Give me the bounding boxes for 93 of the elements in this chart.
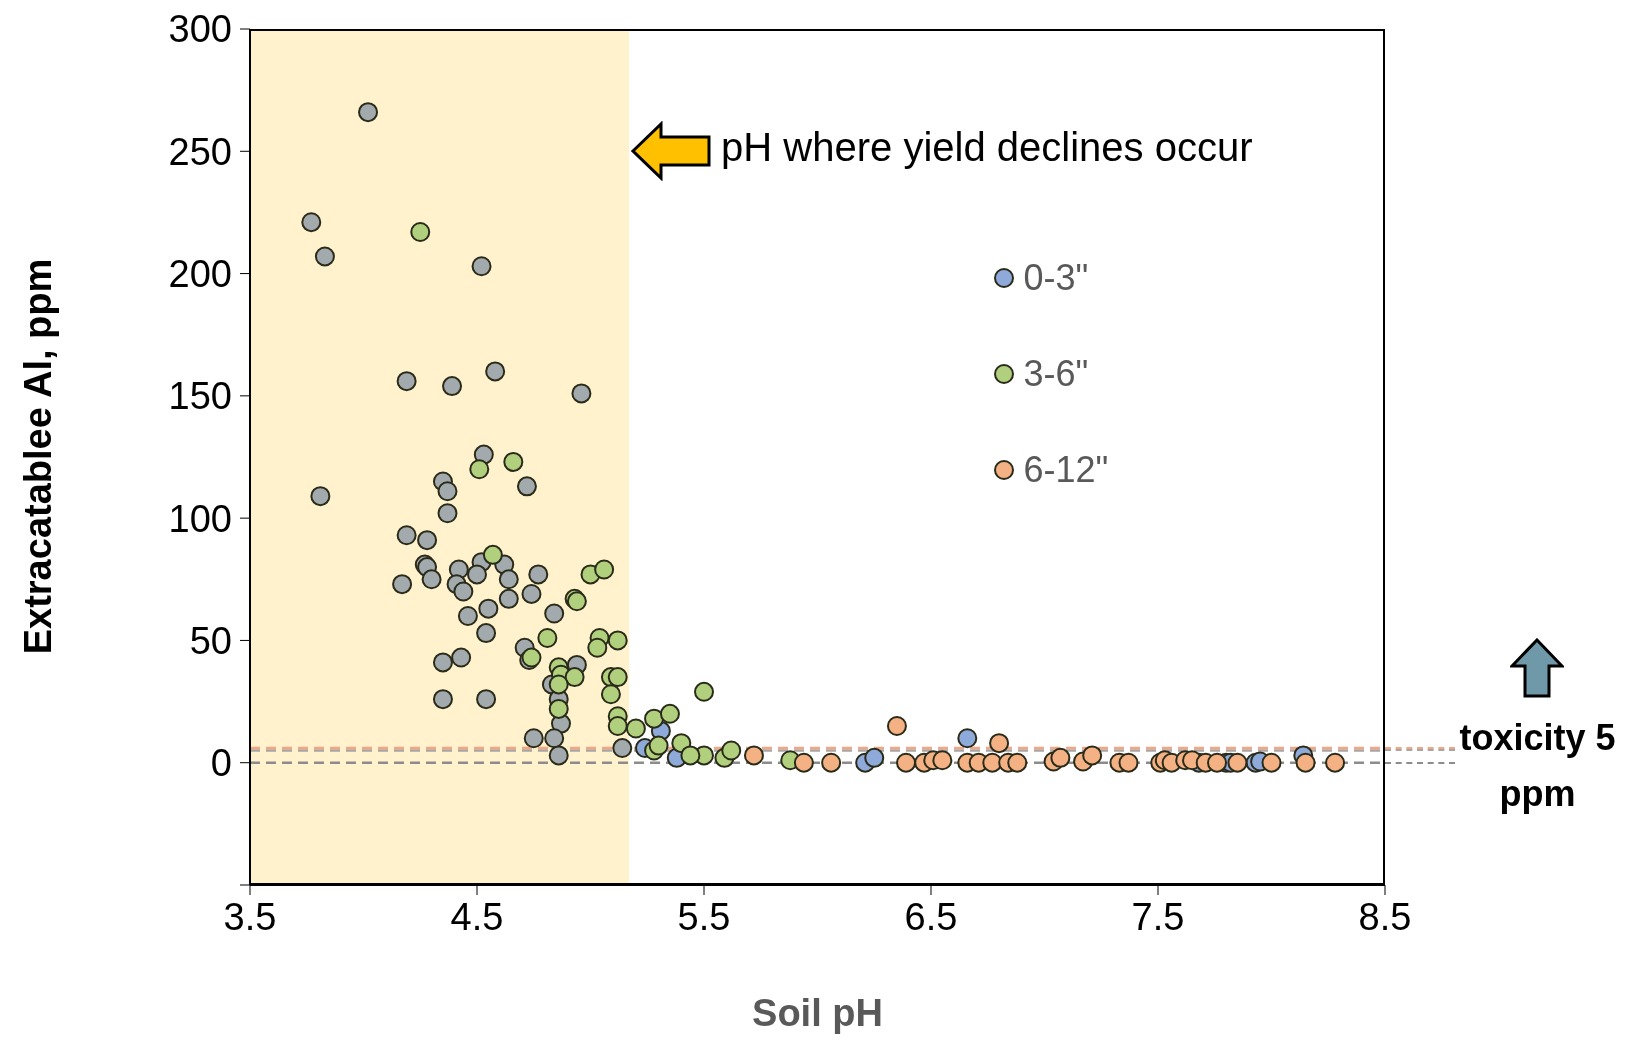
point <box>886 716 907 737</box>
point <box>358 102 379 123</box>
point <box>821 752 842 773</box>
x-tick-label: 3.5 <box>223 895 277 938</box>
point <box>396 525 417 546</box>
point <box>989 733 1010 754</box>
point <box>1325 752 1346 773</box>
point <box>587 637 608 658</box>
point <box>600 684 621 705</box>
point <box>516 476 537 497</box>
y-tick-label: 300 <box>168 8 232 51</box>
y-tick-label: 100 <box>168 497 232 540</box>
point <box>932 750 953 771</box>
x-tick-label: 8.5 <box>1358 895 1412 938</box>
point <box>417 530 438 551</box>
point <box>310 486 331 507</box>
point <box>471 256 492 277</box>
point <box>544 728 565 749</box>
point <box>548 698 569 719</box>
point <box>1082 745 1103 766</box>
point <box>451 647 472 668</box>
x-tick-label: 5.5 <box>677 895 731 938</box>
point <box>644 708 665 729</box>
point <box>432 689 453 710</box>
point <box>957 728 978 749</box>
point <box>478 598 499 619</box>
point <box>1261 752 1282 773</box>
legend-label: 0-3" <box>1023 257 1089 300</box>
point <box>864 747 885 768</box>
y-tick-label: 0 <box>210 742 232 785</box>
point <box>793 752 814 773</box>
point <box>469 459 490 480</box>
point <box>528 564 549 585</box>
point <box>314 246 335 267</box>
point <box>607 667 628 688</box>
y-tick-label: 50 <box>189 619 232 662</box>
y-tick-label: 200 <box>168 253 232 296</box>
point <box>301 212 322 233</box>
y-tick-label: 150 <box>168 375 232 418</box>
point <box>1007 752 1028 773</box>
point <box>694 681 714 702</box>
point <box>548 745 569 766</box>
point <box>548 674 569 695</box>
point <box>1227 752 1248 773</box>
point <box>467 564 487 585</box>
point <box>457 605 478 626</box>
point <box>537 627 558 648</box>
point <box>648 735 669 756</box>
point <box>392 574 413 595</box>
point <box>594 559 615 580</box>
point <box>476 623 497 644</box>
point <box>476 689 497 710</box>
point <box>612 738 633 759</box>
point <box>442 376 463 397</box>
y-axis-title: Extracatablee Al, ppm <box>16 257 60 657</box>
point <box>503 451 524 472</box>
point <box>743 745 764 766</box>
point <box>453 581 474 602</box>
y-tick-label: 250 <box>168 130 232 173</box>
point <box>523 728 544 749</box>
point <box>396 371 417 392</box>
point <box>564 667 585 688</box>
point <box>625 718 646 739</box>
band-label: pH where yield declines occur <box>721 125 1253 171</box>
point <box>896 752 917 773</box>
legend-label: 3-6" <box>1023 353 1089 396</box>
point <box>498 569 519 590</box>
point <box>721 740 742 761</box>
x-axis-title: Soil pH <box>751 992 884 1035</box>
point <box>482 544 503 565</box>
point <box>437 481 458 502</box>
x-tick-label: 4.5 <box>450 895 504 938</box>
point <box>521 583 542 604</box>
point <box>607 716 628 737</box>
point <box>659 703 680 724</box>
point <box>607 630 628 651</box>
point <box>485 361 506 382</box>
point <box>1050 747 1071 768</box>
point <box>410 221 431 242</box>
x-tick-label: 6.5 <box>904 895 958 938</box>
point <box>421 569 442 590</box>
ref-line-label: toxicity 5 ppm <box>1458 716 1617 817</box>
point <box>1295 752 1316 773</box>
x-tick-label: 7.5 <box>1131 895 1185 938</box>
point <box>680 745 701 766</box>
point <box>544 603 565 624</box>
point <box>432 652 453 673</box>
point <box>437 503 458 524</box>
point <box>571 383 592 404</box>
point <box>1118 752 1139 773</box>
legend-label: 6-12" <box>1023 449 1109 492</box>
point <box>498 588 519 609</box>
point <box>1207 752 1228 773</box>
